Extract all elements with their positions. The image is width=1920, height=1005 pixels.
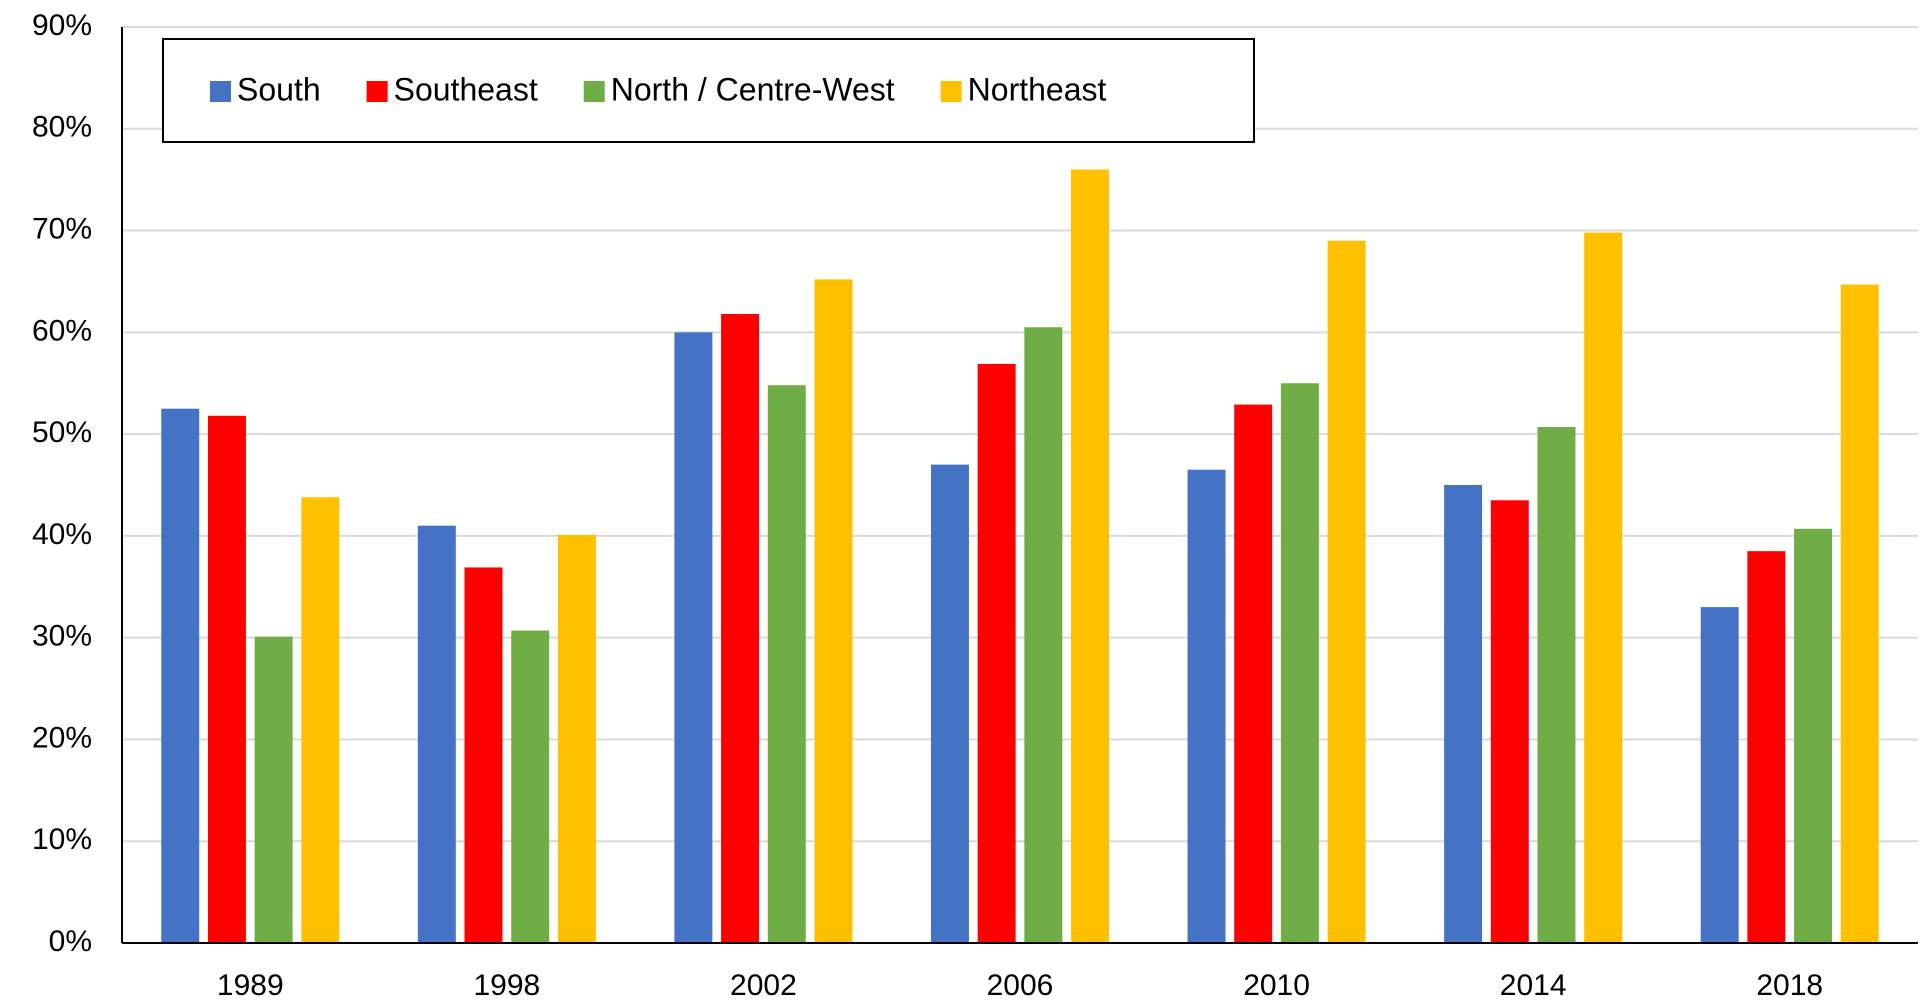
- bar: [557, 534, 596, 943]
- bar: [1490, 500, 1529, 943]
- y-tick-label: 50%: [32, 416, 92, 449]
- y-tick-label: 10%: [32, 823, 92, 856]
- bar: [1280, 383, 1319, 943]
- bar: [254, 636, 293, 943]
- y-tick-label: 40%: [32, 518, 92, 551]
- x-tick-label: 2010: [1243, 969, 1310, 1002]
- x-tick-label: 2014: [1500, 969, 1567, 1002]
- bar: [930, 464, 969, 943]
- bar: [1234, 404, 1273, 943]
- legend-label: Southeast: [394, 71, 538, 107]
- bar: [1747, 551, 1786, 943]
- bar: [1071, 169, 1110, 943]
- bar: [1584, 232, 1623, 943]
- y-tick-label: 90%: [32, 9, 92, 42]
- bar: [417, 525, 456, 943]
- bar: [977, 363, 1016, 944]
- bar: [814, 279, 853, 943]
- y-tick-label: 20%: [32, 721, 92, 754]
- legend-marker: [210, 81, 231, 102]
- bar: [1794, 528, 1833, 943]
- bar: [767, 385, 806, 943]
- x-tick-label: 1989: [217, 969, 284, 1002]
- legend-marker: [940, 81, 962, 102]
- bar: [1537, 426, 1576, 943]
- y-tick-label: 60%: [32, 314, 92, 347]
- legend-label: Northeast: [968, 71, 1107, 107]
- bar: [1840, 284, 1879, 943]
- x-tick-label: 1998: [473, 969, 540, 1002]
- y-tick-label: 30%: [32, 620, 92, 653]
- legend-label: North / Centre-West: [611, 71, 895, 107]
- x-tick-label: 2006: [987, 969, 1054, 1002]
- bar: [721, 314, 760, 944]
- x-tick-label: 2002: [730, 969, 797, 1002]
- legend-marker: [366, 81, 388, 102]
- y-tick-label: 0%: [49, 925, 92, 958]
- x-tick-label: 2018: [1756, 969, 1823, 1002]
- bar: [511, 630, 550, 943]
- bar: [674, 332, 713, 943]
- bar: [301, 497, 340, 943]
- bar: [1700, 607, 1739, 943]
- legend-label: South: [237, 71, 321, 107]
- legend-box: [162, 38, 1255, 143]
- bar: [1024, 327, 1063, 943]
- bar: [464, 567, 503, 943]
- y-tick-label: 80%: [32, 111, 92, 144]
- legend-marker: [583, 81, 605, 102]
- bar: [161, 408, 200, 944]
- bar: [1327, 240, 1366, 943]
- bar: [207, 415, 246, 943]
- bar: [1444, 485, 1483, 943]
- y-tick-label: 70%: [32, 212, 92, 245]
- bar: [1187, 469, 1226, 943]
